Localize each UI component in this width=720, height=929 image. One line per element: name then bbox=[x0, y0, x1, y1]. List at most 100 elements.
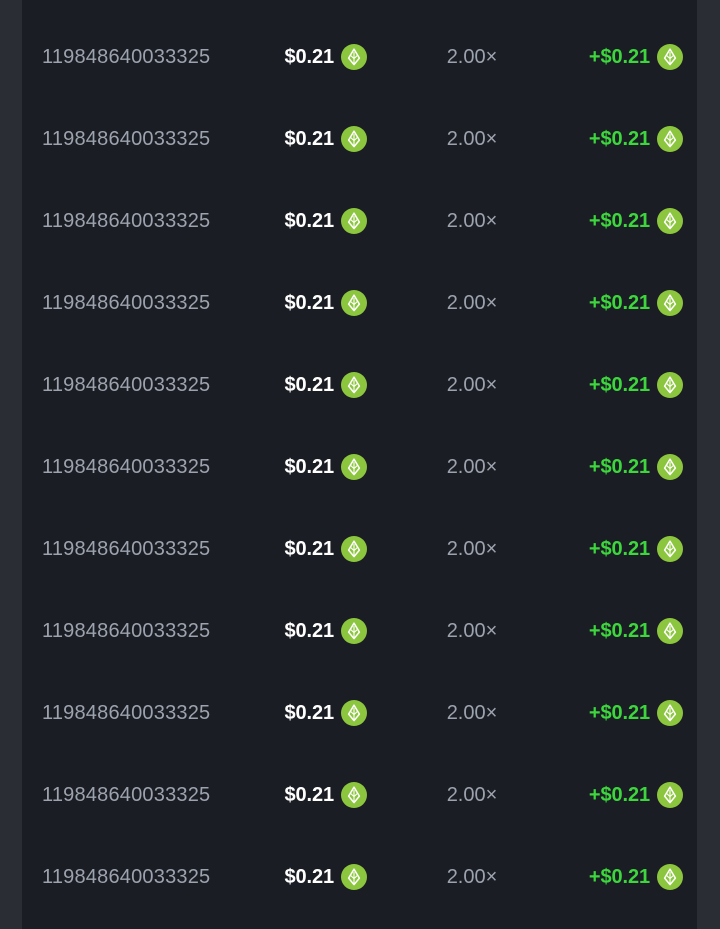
payout-amount-label: $0.21 bbox=[284, 127, 334, 150]
table-row[interactable]: 119848640033325 $0.21 2.00× +$0.21 bbox=[22, 262, 697, 344]
eos-coin-icon bbox=[657, 782, 683, 808]
bet-id-cell[interactable]: 119848640033325 bbox=[42, 836, 210, 918]
profit-amount-label: +$0.21 bbox=[588, 701, 650, 724]
profit-cell: +$0.21 bbox=[522, 508, 683, 590]
bet-id-cell[interactable]: 119848640033325 bbox=[42, 16, 210, 98]
eos-coin-icon bbox=[657, 700, 683, 726]
bet-history-panel: 119848640033325 $0.21 2.00× +$0.21 11984… bbox=[22, 0, 697, 929]
table-row[interactable]: 119848640033325 $0.21 2.00× +$0.21 bbox=[22, 754, 697, 836]
profit-cell: +$0.21 bbox=[522, 344, 683, 426]
profit-cell: +$0.21 bbox=[522, 98, 683, 180]
payout-cell: $0.21 bbox=[247, 590, 367, 672]
profit-cell: +$0.21 bbox=[522, 672, 683, 754]
table-row[interactable]: 119848640033325 $0.21 2.00× +$0.21 bbox=[22, 672, 697, 754]
bet-id-label: 119848640033325 bbox=[42, 701, 211, 724]
payout-cell: $0.21 bbox=[247, 508, 367, 590]
payout-cell: $0.21 bbox=[247, 754, 367, 836]
payout-coin-slot bbox=[341, 700, 367, 726]
multiplier-cell: 2.00× bbox=[382, 672, 562, 754]
payout-coin-slot bbox=[341, 536, 367, 562]
table-row[interactable]: 119848640033325 $0.21 2.00× +$0.21 bbox=[22, 426, 697, 508]
payout-cell: $0.21 bbox=[247, 16, 367, 98]
multiplier-cell: 2.00× bbox=[382, 754, 562, 836]
eos-coin-icon bbox=[341, 208, 367, 234]
profit-cell: +$0.21 bbox=[522, 426, 683, 508]
payout-amount-label: $0.21 bbox=[284, 865, 334, 888]
multiplier-cell: 2.00× bbox=[382, 98, 562, 180]
bet-id-label: 119848640033325 bbox=[42, 865, 211, 888]
profit-amount-label: +$0.21 bbox=[588, 373, 650, 396]
bet-id-cell[interactable]: 119848640033325 bbox=[42, 426, 210, 508]
payout-amount-label: $0.21 bbox=[284, 455, 334, 478]
payout-amount-label: $0.21 bbox=[284, 537, 334, 560]
profit-coin-slot bbox=[657, 290, 683, 316]
payout-cell: $0.21 bbox=[247, 426, 367, 508]
eos-coin-icon bbox=[341, 782, 367, 808]
profit-amount-label: +$0.21 bbox=[588, 455, 650, 478]
payout-amount-label: $0.21 bbox=[284, 373, 334, 396]
eos-coin-icon bbox=[341, 454, 367, 480]
bet-id-label: 119848640033325 bbox=[42, 127, 211, 150]
eos-coin-icon bbox=[341, 536, 367, 562]
payout-cell: $0.21 bbox=[247, 180, 367, 262]
eos-coin-icon bbox=[341, 372, 367, 398]
bet-id-cell[interactable]: 119848640033325 bbox=[42, 590, 210, 672]
bet-id-cell[interactable]: 119848640033325 bbox=[42, 754, 210, 836]
profit-coin-slot bbox=[657, 864, 683, 890]
profit-amount-label: +$0.21 bbox=[588, 209, 650, 232]
payout-coin-slot bbox=[341, 372, 367, 398]
bet-history-row-list: 119848640033325 $0.21 2.00× +$0.21 11984… bbox=[22, 16, 697, 918]
profit-coin-slot bbox=[657, 372, 683, 398]
table-row[interactable]: 119848640033325 $0.21 2.00× +$0.21 bbox=[22, 344, 697, 426]
profit-coin-slot bbox=[657, 126, 683, 152]
bet-id-cell[interactable]: 119848640033325 bbox=[42, 508, 210, 590]
profit-amount-label: +$0.21 bbox=[588, 45, 650, 68]
multiplier-cell: 2.00× bbox=[382, 344, 562, 426]
payout-cell: $0.21 bbox=[247, 836, 367, 918]
multiplier-label: 2.00× bbox=[446, 373, 498, 396]
profit-amount-label: +$0.21 bbox=[588, 127, 650, 150]
bet-id-label: 119848640033325 bbox=[42, 619, 211, 642]
multiplier-cell: 2.00× bbox=[382, 262, 562, 344]
profit-coin-slot bbox=[657, 536, 683, 562]
bet-id-label: 119848640033325 bbox=[42, 783, 211, 806]
bet-id-label: 119848640033325 bbox=[42, 291, 211, 314]
bet-id-cell[interactable]: 119848640033325 bbox=[42, 672, 210, 754]
profit-cell: +$0.21 bbox=[522, 262, 683, 344]
profit-cell: +$0.21 bbox=[522, 180, 683, 262]
eos-coin-icon bbox=[341, 700, 367, 726]
payout-amount-label: $0.21 bbox=[284, 783, 334, 806]
table-row[interactable]: 119848640033325 $0.21 2.00× +$0.21 bbox=[22, 590, 697, 672]
bet-id-label: 119848640033325 bbox=[42, 209, 211, 232]
payout-amount-label: $0.21 bbox=[284, 291, 334, 314]
multiplier-label: 2.00× bbox=[446, 209, 498, 232]
eos-coin-icon bbox=[341, 618, 367, 644]
eos-coin-icon bbox=[657, 372, 683, 398]
multiplier-label: 2.00× bbox=[446, 619, 498, 642]
multiplier-label: 2.00× bbox=[446, 291, 498, 314]
profit-coin-slot bbox=[657, 44, 683, 70]
bet-id-cell[interactable]: 119848640033325 bbox=[42, 262, 210, 344]
table-row[interactable]: 119848640033325 $0.21 2.00× +$0.21 bbox=[22, 836, 697, 918]
profit-cell: +$0.21 bbox=[522, 836, 683, 918]
table-row[interactable]: 119848640033325 $0.21 2.00× +$0.21 bbox=[22, 16, 697, 98]
eos-coin-icon bbox=[657, 864, 683, 890]
table-row[interactable]: 119848640033325 $0.21 2.00× +$0.21 bbox=[22, 180, 697, 262]
multiplier-cell: 2.00× bbox=[382, 508, 562, 590]
profit-cell: +$0.21 bbox=[522, 16, 683, 98]
table-row[interactable]: 119848640033325 $0.21 2.00× +$0.21 bbox=[22, 508, 697, 590]
eos-coin-icon bbox=[657, 126, 683, 152]
multiplier-label: 2.00× bbox=[446, 45, 498, 68]
payout-amount-label: $0.21 bbox=[284, 701, 334, 724]
payout-cell: $0.21 bbox=[247, 98, 367, 180]
bet-id-cell[interactable]: 119848640033325 bbox=[42, 98, 210, 180]
payout-coin-slot bbox=[341, 864, 367, 890]
bet-id-cell[interactable]: 119848640033325 bbox=[42, 180, 210, 262]
multiplier-label: 2.00× bbox=[446, 537, 498, 560]
multiplier-label: 2.00× bbox=[446, 865, 498, 888]
table-row[interactable]: 119848640033325 $0.21 2.00× +$0.21 bbox=[22, 98, 697, 180]
bet-id-cell[interactable]: 119848640033325 bbox=[42, 344, 210, 426]
payout-cell: $0.21 bbox=[247, 262, 367, 344]
payout-coin-slot bbox=[341, 208, 367, 234]
